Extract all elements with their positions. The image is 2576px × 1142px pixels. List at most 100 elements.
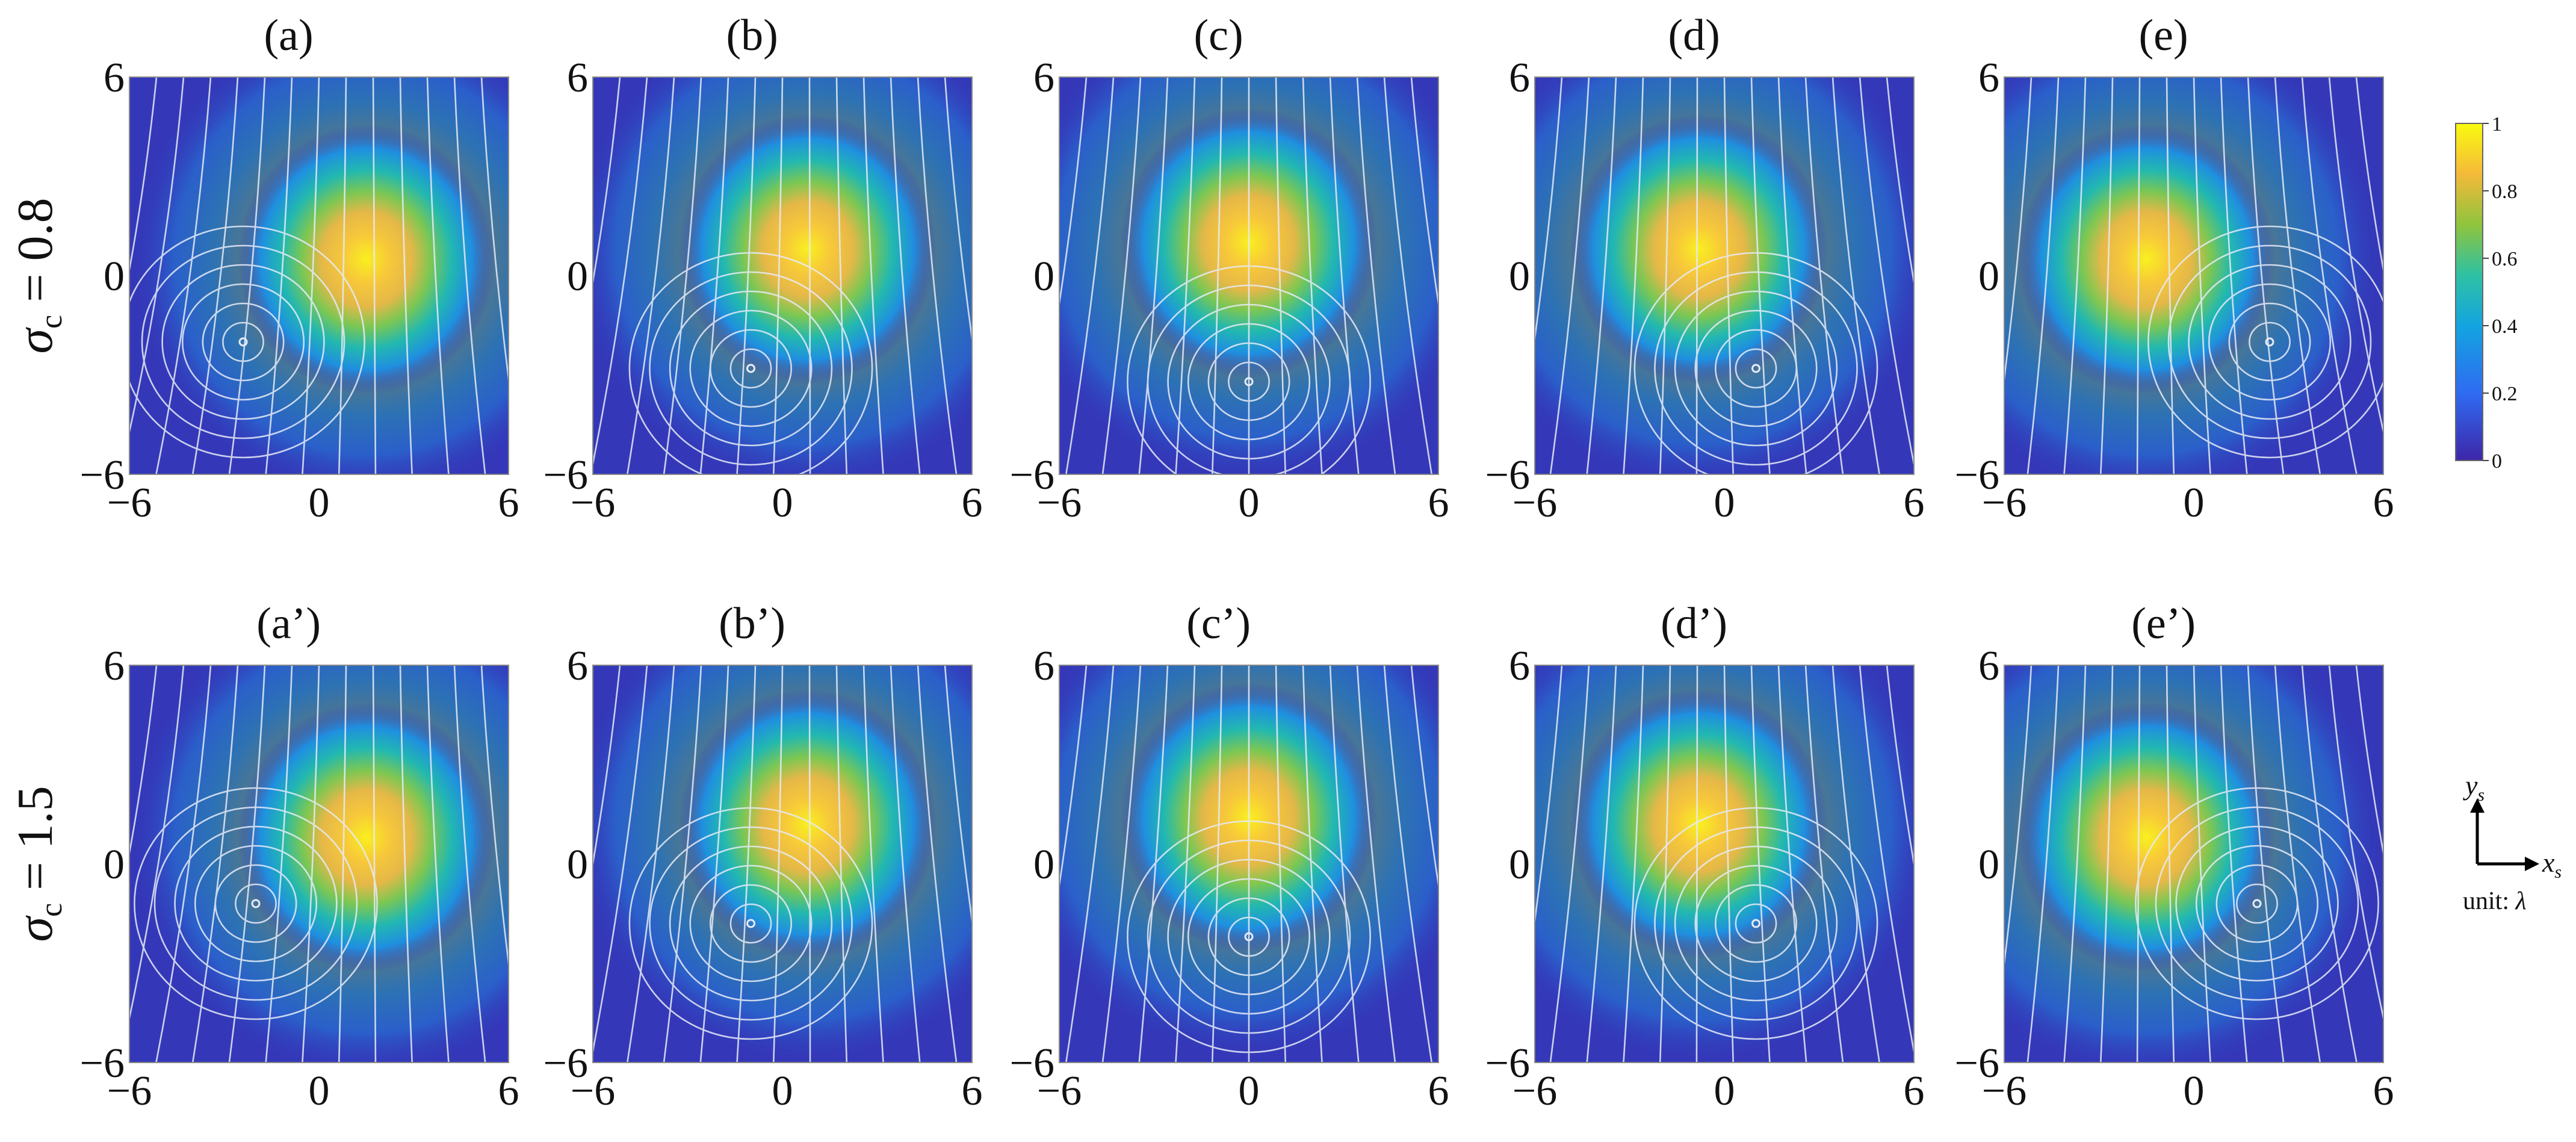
vortex-loop (1654, 826, 1858, 1021)
x-tick-label: 6 (1904, 1068, 1925, 1114)
panel-title: (d) (1668, 11, 1720, 60)
row-label-1: σc = 1.5 (7, 786, 69, 942)
streamline (971, 77, 972, 87)
y-tick-label: 0 (104, 253, 125, 300)
streamlines (129, 77, 509, 474)
streamline (2004, 77, 2033, 385)
streamline (1659, 665, 1671, 1063)
intensity-spot (678, 114, 937, 385)
colorbar-bar (2455, 123, 2483, 461)
streamline (2136, 665, 2141, 1063)
panel-title: (c’) (1186, 599, 1251, 648)
colorbar-tick-label: 0.8 (2492, 181, 2518, 203)
streamline (129, 665, 158, 858)
streamline (1886, 665, 1914, 869)
streamline (1777, 77, 1807, 474)
streamline (302, 665, 320, 1063)
vortex-loop (153, 806, 358, 1001)
vortex-loop (1187, 878, 1311, 996)
panel-frame (2004, 665, 2384, 1063)
vortex-loop (2228, 302, 2311, 382)
streamline (426, 665, 450, 1063)
vortex-loop (194, 845, 318, 963)
y-tick-label: 6 (1033, 643, 1054, 689)
y-tick-label: 0 (1033, 253, 1054, 300)
x-tick-label: −6 (1037, 1068, 1082, 1114)
vortex-loop (1207, 342, 1290, 421)
streamline (1437, 665, 1438, 672)
vortex-loop (2167, 244, 2372, 439)
panel-frame (1059, 76, 1439, 475)
panel-1-2: (c’) −6 0 6 6 0 −6 (1010, 599, 1449, 1114)
streamline (1831, 665, 1880, 1063)
streamline (917, 77, 958, 474)
streamline (2193, 77, 2211, 474)
streamline (155, 665, 212, 1063)
y-tick-label: −6 (1010, 452, 1054, 498)
streamline (1410, 77, 1438, 309)
x-tick-label: −6 (1982, 1068, 2026, 1114)
streamline (917, 665, 958, 1063)
streamline (1275, 77, 1287, 474)
streamline (1723, 77, 1734, 474)
x-tick-label: 0 (1239, 1068, 1260, 1114)
y-tick-label: 0 (1978, 253, 1999, 300)
streamline (773, 665, 784, 1063)
vortex-loop (2188, 264, 2352, 420)
streamline (1535, 665, 1563, 926)
streamline (593, 77, 621, 287)
streamline (736, 665, 757, 1063)
streamline (1886, 77, 1914, 287)
vortex-core (238, 337, 248, 347)
streamline (1175, 77, 1196, 474)
panel-frame (1059, 665, 1439, 1063)
streamline (338, 77, 347, 474)
colorbar-tick-label: 0.2 (2492, 383, 2518, 405)
vortex-loop (134, 787, 378, 1020)
y-tick-label: 6 (1509, 643, 1530, 689)
vortex-loop (1654, 271, 1858, 466)
x-tick-label: −6 (1512, 1068, 1557, 1114)
streamline (1356, 77, 1396, 474)
x-tick-label: 6 (1428, 1068, 1449, 1114)
streamline (699, 665, 729, 1063)
streamline (2026, 77, 2060, 474)
x-tick-label: 0 (772, 480, 793, 526)
x-tick-label: 6 (1904, 480, 1925, 526)
streamline (2328, 77, 2383, 436)
streamline (593, 665, 621, 869)
streamline (663, 77, 702, 474)
streamline (2220, 665, 2248, 1063)
vortex-loop (1228, 361, 1270, 402)
streamline (1623, 665, 1644, 1063)
vortex-loop (174, 825, 338, 982)
streamline (593, 77, 648, 468)
streamline (2301, 77, 2358, 474)
streamline (2220, 77, 2248, 474)
streamlines (2004, 665, 2383, 1063)
vortex-loop (1167, 303, 1331, 460)
vortex-loop (1674, 290, 1838, 447)
streamline (2063, 77, 2087, 474)
row-labels-layer: σc = 0.8 σc = 1.5 (7, 198, 69, 942)
streamline (2274, 665, 2321, 1063)
panel-0-4: (e) −6 0 6 6 0 −6 (1955, 11, 2394, 526)
streamline (155, 77, 212, 474)
streamline (1750, 665, 1771, 1063)
streamline (480, 77, 509, 385)
vortex-loop (2155, 806, 2359, 1001)
x-tick-label: −6 (1512, 480, 1557, 526)
streamline (1410, 665, 1438, 890)
vortex-loop (222, 321, 264, 362)
streamline (453, 665, 486, 1063)
streamlines (1059, 665, 1438, 1063)
vortex-loop (669, 845, 833, 1002)
y-tick-label: 0 (104, 842, 125, 888)
streamline (1101, 77, 1142, 474)
streamline (862, 665, 884, 1063)
streamline (1804, 665, 1844, 1063)
streamline (399, 77, 413, 474)
streamline (2166, 77, 2175, 474)
y-tick-label: 0 (1509, 253, 1530, 300)
panel-frame (1534, 665, 1915, 1063)
